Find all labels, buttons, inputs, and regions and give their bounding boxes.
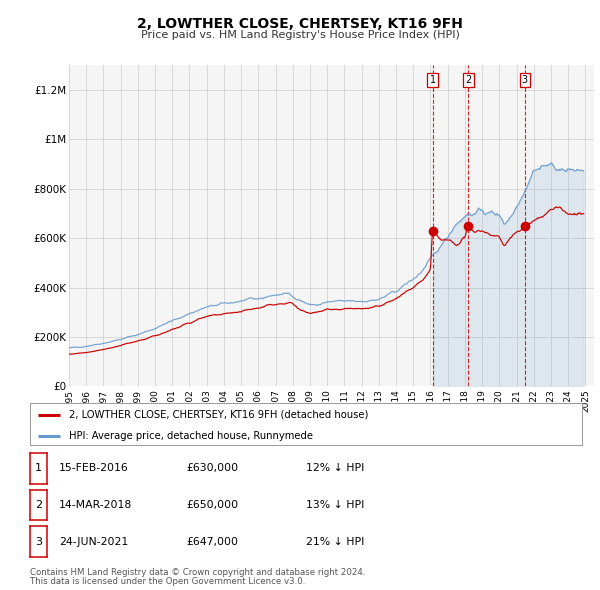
Text: £650,000: £650,000 (186, 500, 238, 510)
Text: 3: 3 (35, 537, 42, 546)
Text: 1: 1 (430, 75, 436, 85)
Text: 14-MAR-2018: 14-MAR-2018 (59, 500, 132, 510)
Text: HPI: Average price, detached house, Runnymede: HPI: Average price, detached house, Runn… (68, 431, 313, 441)
Text: 15-FEB-2016: 15-FEB-2016 (59, 464, 128, 473)
Text: £630,000: £630,000 (186, 464, 238, 473)
Text: 21% ↓ HPI: 21% ↓ HPI (306, 537, 364, 546)
Text: 12% ↓ HPI: 12% ↓ HPI (306, 464, 364, 473)
Text: 2: 2 (35, 500, 42, 510)
Text: Price paid vs. HM Land Registry's House Price Index (HPI): Price paid vs. HM Land Registry's House … (140, 31, 460, 40)
Text: 1: 1 (35, 464, 42, 473)
Text: 2, LOWTHER CLOSE, CHERTSEY, KT16 9FH (detached house): 2, LOWTHER CLOSE, CHERTSEY, KT16 9FH (de… (68, 410, 368, 420)
Text: 2, LOWTHER CLOSE, CHERTSEY, KT16 9FH: 2, LOWTHER CLOSE, CHERTSEY, KT16 9FH (137, 17, 463, 31)
Text: 13% ↓ HPI: 13% ↓ HPI (306, 500, 364, 510)
Text: 24-JUN-2021: 24-JUN-2021 (59, 537, 128, 546)
Text: 2: 2 (465, 75, 472, 85)
Text: £647,000: £647,000 (186, 537, 238, 546)
Text: This data is licensed under the Open Government Licence v3.0.: This data is licensed under the Open Gov… (30, 577, 305, 586)
Text: Contains HM Land Registry data © Crown copyright and database right 2024.: Contains HM Land Registry data © Crown c… (30, 568, 365, 577)
Text: 3: 3 (522, 75, 528, 85)
